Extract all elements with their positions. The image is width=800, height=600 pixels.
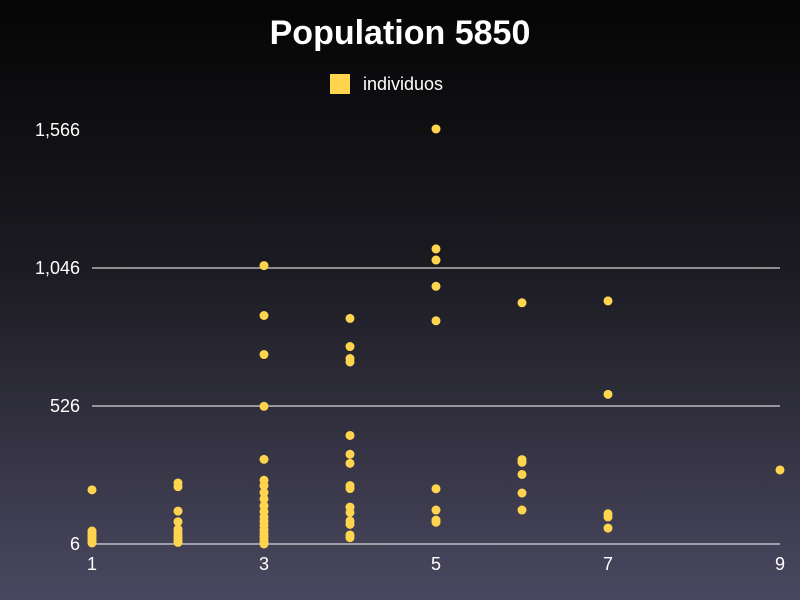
data-point xyxy=(431,124,441,134)
data-point xyxy=(603,523,613,533)
data-point xyxy=(345,507,355,517)
data-point xyxy=(345,430,355,440)
data-point xyxy=(603,512,613,522)
data-point xyxy=(87,538,97,548)
data-point xyxy=(345,313,355,323)
data-point xyxy=(173,517,183,527)
data-point xyxy=(87,485,97,495)
data-point xyxy=(431,255,441,265)
data-point xyxy=(345,484,355,494)
data-point xyxy=(259,454,269,464)
data-point xyxy=(431,281,441,291)
data-point xyxy=(431,244,441,254)
data-point xyxy=(345,458,355,468)
data-point xyxy=(517,505,527,515)
x-tick-label: 3 xyxy=(259,554,269,574)
legend: individuos xyxy=(330,73,443,95)
data-point xyxy=(431,484,441,494)
y-tick-label: 1,566 xyxy=(35,120,80,140)
data-point xyxy=(517,298,527,308)
data-point xyxy=(173,537,183,547)
chart-title: Population 5850 xyxy=(269,14,531,52)
data-point xyxy=(259,311,269,321)
data-point xyxy=(345,519,355,529)
data-point xyxy=(259,481,269,491)
data-point xyxy=(603,296,613,306)
data-point xyxy=(173,506,183,516)
data-point xyxy=(259,494,269,504)
data-point xyxy=(259,539,269,549)
data-point xyxy=(603,389,613,399)
data-point xyxy=(775,465,785,475)
data-point xyxy=(431,505,441,515)
data-point xyxy=(345,533,355,543)
data-point xyxy=(345,342,355,352)
x-tick-label: 9 xyxy=(775,554,785,574)
legend-swatch xyxy=(330,74,350,94)
data-point xyxy=(259,261,269,271)
data-point xyxy=(173,482,183,492)
x-tick-label: 7 xyxy=(603,554,613,574)
legend-label: individuos xyxy=(363,73,444,94)
x-tick-label: 1 xyxy=(87,554,97,574)
data-point xyxy=(259,350,269,360)
data-point xyxy=(431,316,441,326)
x-tick-label: 5 xyxy=(431,554,441,574)
data-point xyxy=(517,469,527,479)
data-point xyxy=(259,488,269,498)
y-tick-label: 1,046 xyxy=(35,258,80,278)
data-point xyxy=(345,357,355,367)
y-tick-label: 6 xyxy=(70,534,80,554)
data-point xyxy=(517,488,527,498)
y-tick-label: 526 xyxy=(50,396,80,416)
data-point xyxy=(345,449,355,459)
data-point xyxy=(259,401,269,411)
data-point xyxy=(517,457,527,467)
data-point xyxy=(431,517,441,527)
